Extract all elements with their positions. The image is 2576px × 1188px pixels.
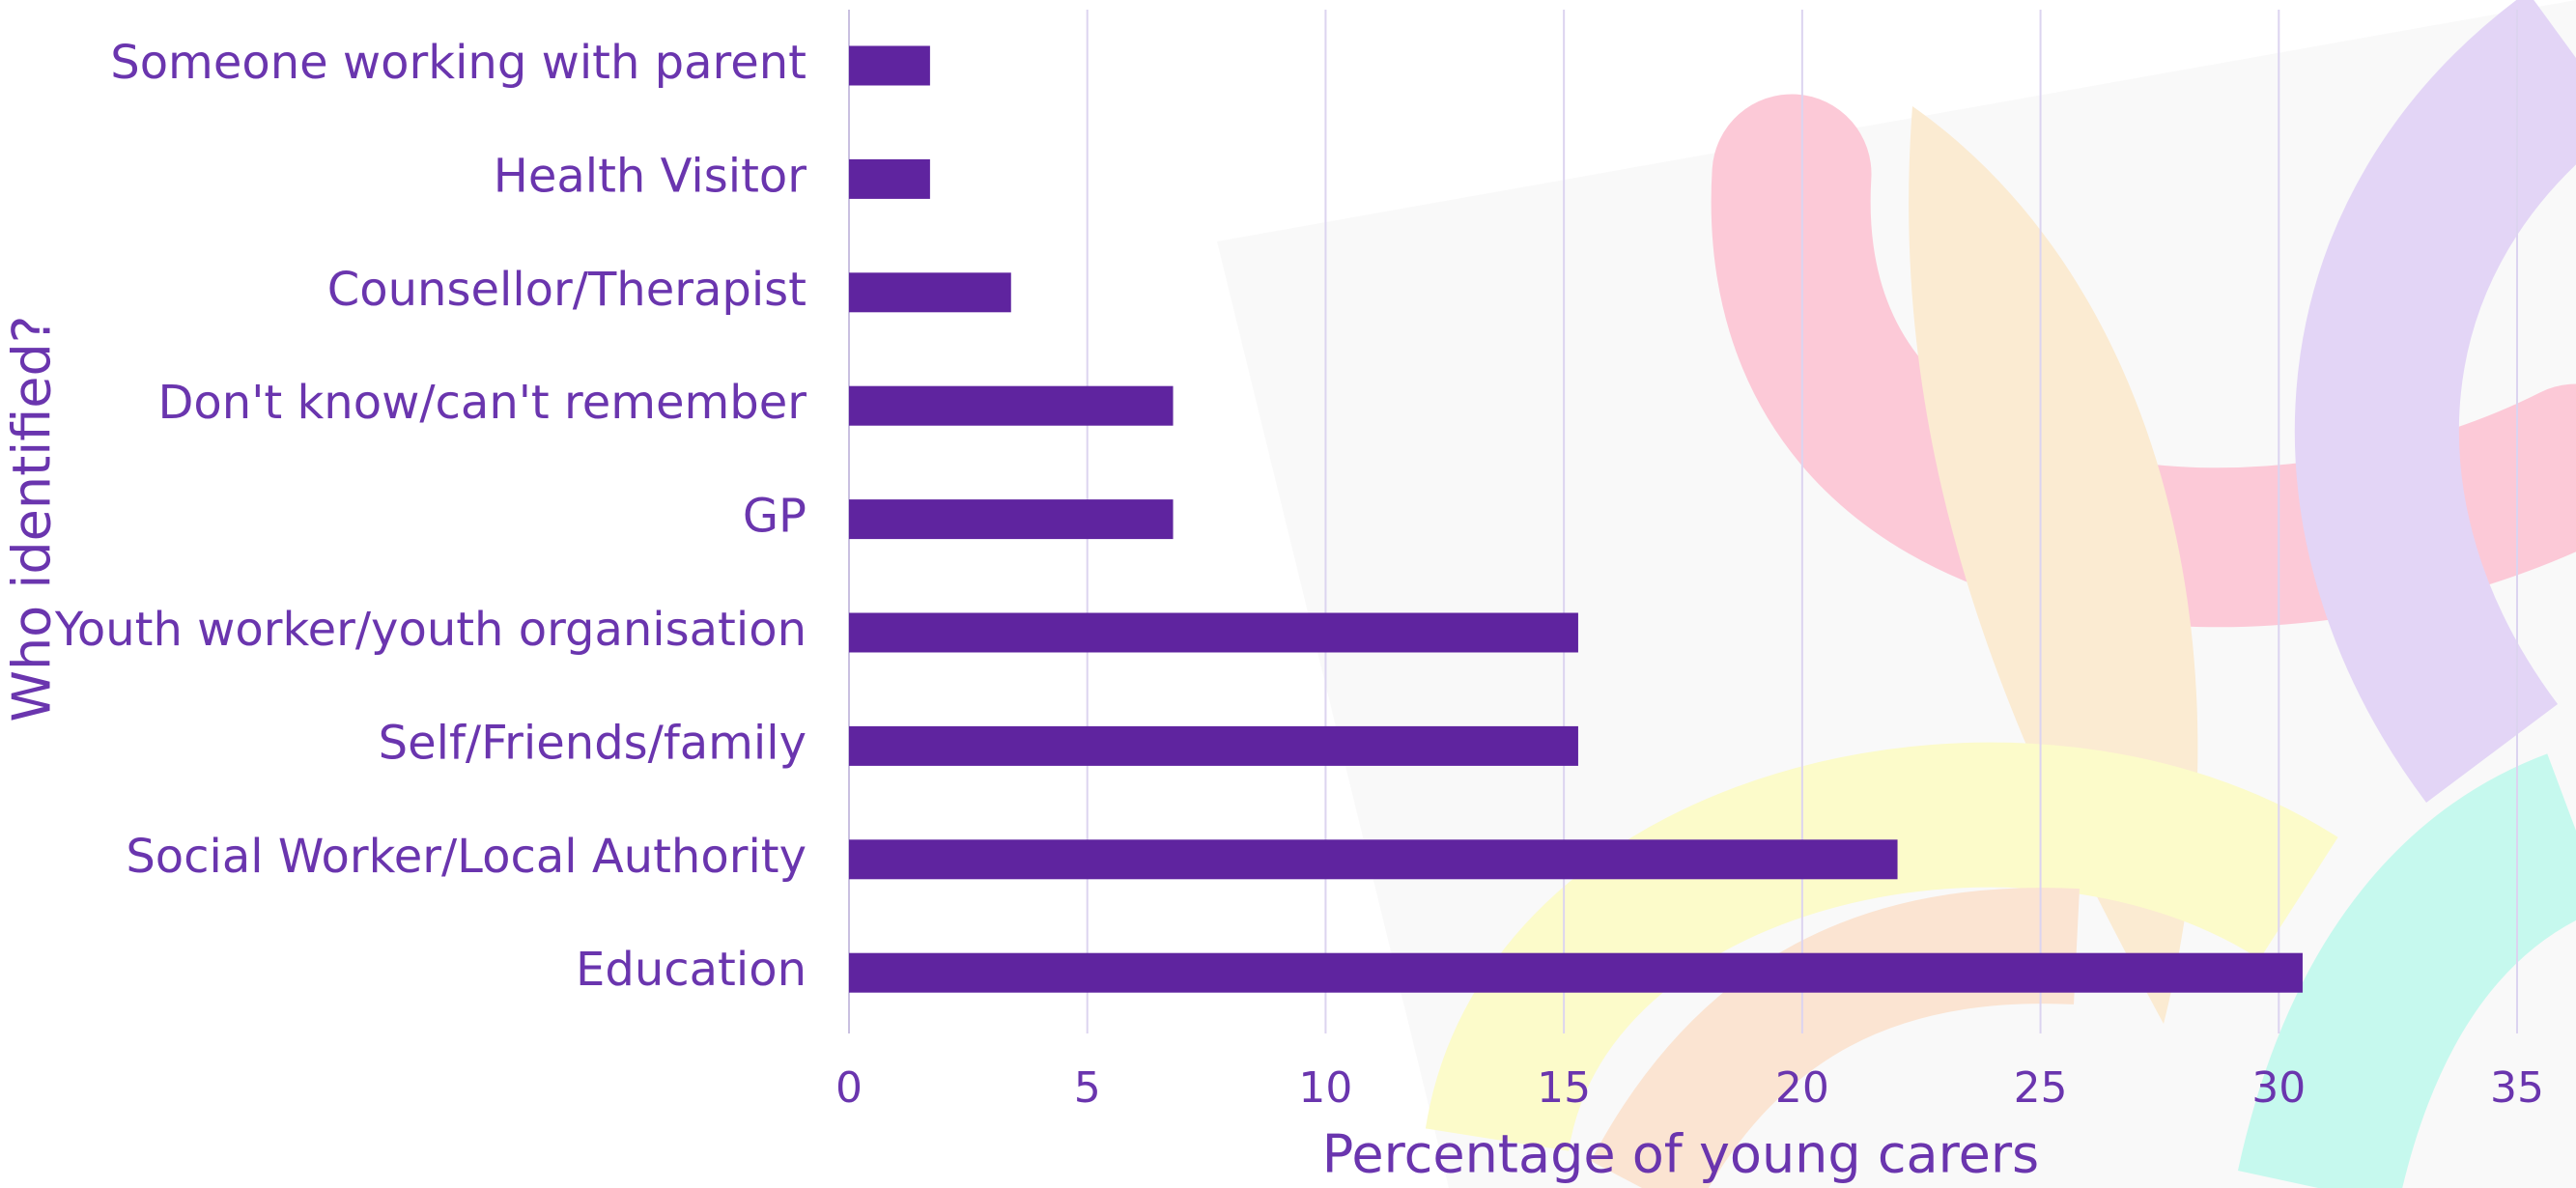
x-axis-title: Percentage of young carers	[1322, 1124, 2039, 1185]
y-tick-label: Education	[576, 943, 807, 997]
bar	[849, 46, 930, 86]
y-tick-label: Self/Friends/family	[379, 716, 807, 770]
bar	[849, 613, 1578, 653]
y-axis-title: Who identified?	[2, 316, 63, 722]
y-tick-label: Someone working with parent	[110, 36, 807, 90]
y-tick-label: Social Worker/Local Authority	[126, 830, 807, 884]
page: {"chart_data": {"type": "bar", "orientat…	[0, 0, 2576, 1188]
chart: Percentage of young carers Who identifie…	[0, 0, 2576, 1188]
bar	[849, 272, 1011, 312]
x-tick-label: 35	[2490, 1063, 2544, 1113]
x-tick-label: 30	[2251, 1063, 2306, 1113]
y-tick-label: Health Visitor	[494, 149, 807, 203]
x-tick-label: 10	[1298, 1063, 1352, 1113]
x-tick-label: 0	[835, 1063, 863, 1113]
y-tick-label: Counsellor/Therapist	[327, 263, 807, 317]
bar	[849, 499, 1174, 539]
bar	[849, 726, 1578, 766]
x-tick-label: 15	[1537, 1063, 1591, 1113]
x-tick-label: 20	[1775, 1063, 1829, 1113]
x-tick-label: 5	[1074, 1063, 1101, 1113]
bar	[849, 953, 2303, 993]
y-tick-label: Youth worker/youth organisation	[54, 603, 807, 657]
bar	[849, 386, 1174, 426]
bar	[849, 159, 930, 199]
y-tick-label: Don't know/can't remember	[157, 376, 807, 430]
x-tick-label: 25	[2014, 1063, 2068, 1113]
bar	[849, 839, 1898, 879]
y-tick-label: GP	[743, 490, 807, 544]
background-decoration	[1217, 0, 2576, 1188]
